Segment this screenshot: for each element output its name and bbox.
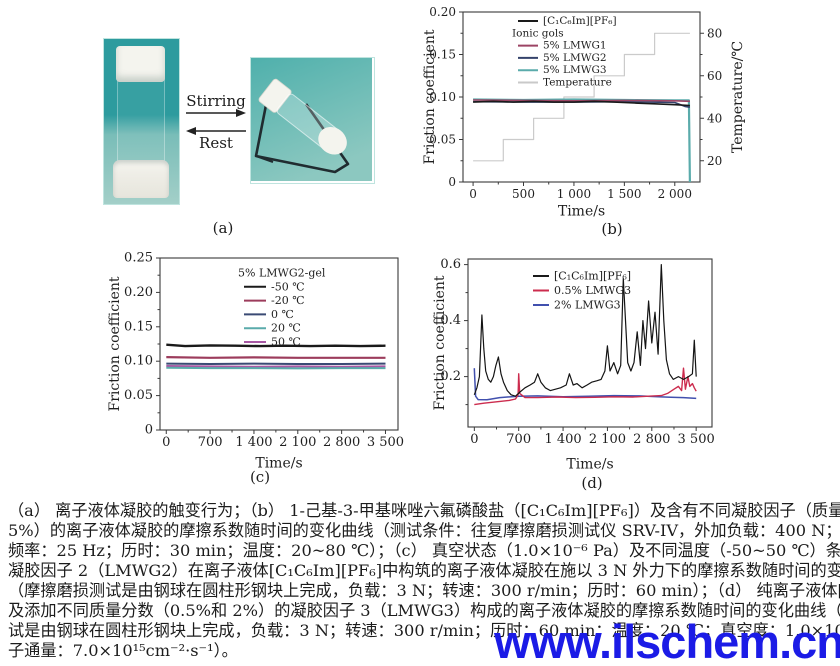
- caption-line: （摩擦磨损测试是由钢球在圆柱形钢块上完成，负载：3 N；转速：300 r/min…: [8, 581, 840, 600]
- svg-text:700: 700: [198, 435, 223, 450]
- svg-text:Ionic gols: Ionic gols: [512, 27, 564, 39]
- caption-line: （a） 离子液体凝胶的触变行为；（b） 1-己基-3-甲基咪唑六氟磷酸盐（[C₁…: [8, 501, 840, 520]
- svg-text:1 400: 1 400: [235, 435, 272, 450]
- svg-text:0: 0: [162, 435, 170, 450]
- svg-text:0.10: 0.10: [124, 354, 153, 369]
- svg-text:40: 40: [707, 111, 722, 125]
- svg-text:0 ℃: 0 ℃: [271, 308, 294, 321]
- svg-text:5% LMWG1: 5% LMWG1: [543, 40, 607, 52]
- gel-vial-inverted-photo: [103, 38, 180, 205]
- svg-text:Temperature/℃: Temperature/℃: [730, 41, 746, 153]
- svg-text:2 800: 2 800: [633, 432, 670, 447]
- chart-c-friction-vs-time-temperatures: 0 700 1 400 2 100 2 800 3 500 0 0.05 0.10 0.15 0.2…: [90, 245, 420, 495]
- svg-text:Time/s: Time/s: [558, 204, 605, 220]
- svg-text:-50 ℃: -50 ℃: [271, 280, 305, 293]
- svg-text:0: 0: [470, 432, 478, 447]
- svg-text:5% LMWG2-gel: 5% LMWG2-gel: [238, 267, 326, 280]
- svg-text:0.15: 0.15: [124, 319, 153, 334]
- svg-text:Friction coefficient: Friction coefficient: [422, 29, 438, 164]
- svg-text:Friction coefficient: Friction coefficient: [107, 276, 123, 411]
- panel-d-label: (d): [581, 474, 603, 492]
- svg-text:80: 80: [707, 26, 722, 40]
- svg-text:0.25: 0.25: [124, 251, 153, 266]
- svg-text:500: 500: [512, 187, 535, 201]
- caption-line: 及添加不同质量分数（0.5%和 2%）的凝胶因子 3（LMWG3）构成的离子液体…: [8, 601, 840, 620]
- svg-text:0.05: 0.05: [429, 133, 456, 147]
- svg-text:700: 700: [506, 432, 531, 447]
- caption-line: 频率：25 Hz；历时：30 min；温度：20~80 ℃）；（c） 真空状态（…: [8, 541, 840, 560]
- figure-caption: （a） 离子液体凝胶的触变行为；（b） 1-己基-3-甲基咪唑六氟磷酸盐（[C₁…: [8, 501, 840, 661]
- svg-text:5% LMWG3: 5% LMWG3: [543, 64, 607, 76]
- svg-text:2% LMWG3: 2% LMWG3: [554, 299, 621, 312]
- svg-text:Friction coefficient: Friction coefficient: [432, 275, 448, 410]
- svg-text:2 800: 2 800: [323, 435, 360, 450]
- caption-line: 凝胶因子 2（LMWG2）在离子液体[C₁C₆Im][PF₆]中构筑的离子液体凝…: [8, 561, 840, 580]
- chart-c-canvas: 0 700 1 400 2 100 2 800 3 500 0 0.05 0.10 0.15 0.2…: [107, 251, 404, 472]
- watermark: www.ilschem.cn: [494, 615, 840, 666]
- chart-d-canvas: 0 700 1 400 2 100 2 800 3 500 0.2 0.4 0.6 Time/s F…: [432, 257, 715, 473]
- sol-vial-tilted-photo: [250, 57, 375, 184]
- panel-c-label: (c): [249, 468, 271, 486]
- svg-text:3 500: 3 500: [678, 432, 715, 447]
- gel-plug: [116, 46, 165, 82]
- panel-a-label: (a): [212, 219, 234, 237]
- stirring-rest-arrows-icon: [186, 109, 246, 135]
- svg-text:Time/s: Time/s: [255, 456, 302, 472]
- chart-b-canvas: 0 500 1 000 1 500 2 000 0 0.05 0.10 0.15 0.20 20 40…: [422, 5, 746, 220]
- svg-text:2 000: 2 000: [658, 187, 692, 201]
- tilted-vial-graphic: [251, 58, 372, 181]
- svg-text:0.05: 0.05: [124, 388, 153, 403]
- stirring-label: Stirring: [186, 92, 246, 110]
- svg-text:20 ℃: 20 ℃: [271, 322, 301, 335]
- svg-text:[C₁C₆Im][PF₆]: [C₁C₆Im][PF₆]: [543, 15, 617, 27]
- svg-text:20: 20: [707, 154, 722, 168]
- vial-cap: [113, 160, 169, 198]
- svg-text:0: 0: [145, 423, 153, 438]
- svg-text:1 500: 1 500: [607, 187, 641, 201]
- svg-text:0.10: 0.10: [429, 90, 456, 104]
- svg-text:60: 60: [707, 69, 722, 83]
- svg-text:1 400: 1 400: [544, 432, 581, 447]
- left-arrow-icon: [186, 127, 196, 135]
- svg-text:0.20: 0.20: [124, 285, 153, 300]
- svg-text:0.4: 0.4: [440, 313, 461, 328]
- svg-text:0.2: 0.2: [440, 369, 461, 384]
- svg-text:0: 0: [448, 175, 456, 189]
- svg-text:Time/s: Time/s: [566, 457, 613, 473]
- chart-b-friction-vs-time-temperature: 0 500 1 000 1 500 2 000 0 0.05 0.10 0.15 0.20 20 40…: [420, 0, 840, 245]
- svg-text:0.5% LMWG3: 0.5% LMWG3: [554, 284, 631, 297]
- caption-line: 子通量：7.0×10¹⁵cm⁻²·s⁻¹）。: [8, 641, 238, 660]
- svg-text:2 100: 2 100: [279, 435, 316, 450]
- svg-text:0.20: 0.20: [429, 5, 456, 19]
- svg-text:0.15: 0.15: [429, 48, 456, 62]
- caption-line: 5%）的离子液体凝胶的摩擦系数随时间的变化曲线（测试条件：往复摩擦磨损测试仪 S…: [8, 521, 840, 540]
- svg-text:2 100: 2 100: [589, 432, 626, 447]
- chart-d-friction-vs-time-concentrations: 0 700 1 400 2 100 2 800 3 500 0.2 0.4 0.6 Time/s F…: [430, 245, 760, 495]
- svg-text:3 500: 3 500: [367, 435, 404, 450]
- svg-text:Temperature: Temperature: [543, 77, 612, 89]
- caption-line: 试是由钢球在圆柱形钢块上完成，负载：3 N；转速：300 r/min；历时：60…: [8, 621, 840, 640]
- svg-text:[C₁C₆Im][PF₆]: [C₁C₆Im][PF₆]: [554, 270, 631, 283]
- right-arrow-icon: [236, 109, 246, 117]
- rest-label: Rest: [199, 134, 233, 152]
- svg-text:-20 ℃: -20 ℃: [271, 294, 305, 307]
- panel-b-label: (b): [601, 220, 623, 238]
- svg-text:0: 0: [469, 187, 477, 201]
- svg-text:50 ℃: 50 ℃: [271, 336, 301, 349]
- svg-text:0.6: 0.6: [440, 257, 461, 272]
- tilted-vial: [258, 78, 347, 155]
- svg-text:5% LMWG2: 5% LMWG2: [543, 52, 607, 64]
- svg-text:1 000: 1 000: [557, 187, 591, 201]
